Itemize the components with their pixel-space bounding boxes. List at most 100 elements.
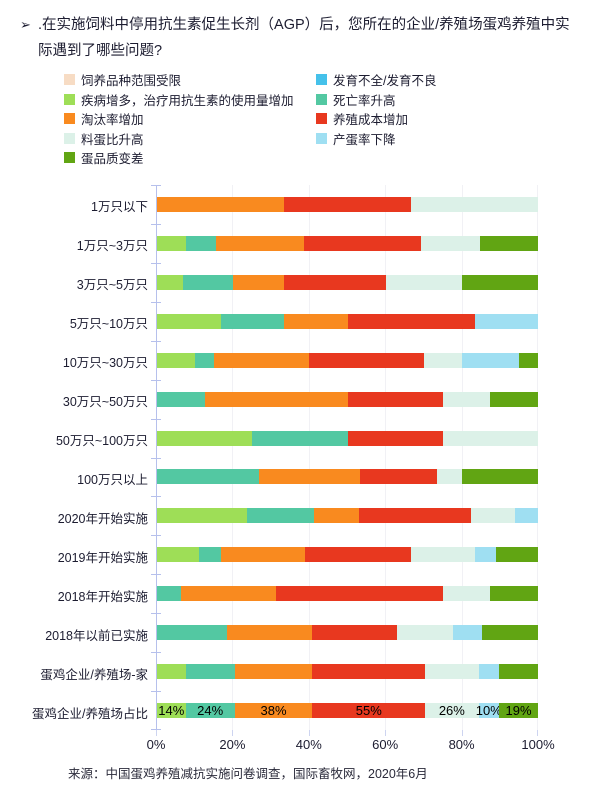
legend: 饲养品种范围受限 疾病增多，治疗用抗生素的使用量增加淘汰率增加料蛋比升高 蛋品质变差… xyxy=(64,70,436,168)
bar-segment-darkgreen xyxy=(461,274,538,290)
segment-value-label: 24% xyxy=(197,703,224,719)
legend-column-left: 饲养品种范围受限 疾病增多，治疗用抗生素的使用量增加淘汰率增加料蛋比升高 蛋品质变差 xyxy=(64,70,316,168)
bar-segment-red xyxy=(283,196,411,212)
segment-value-label: 14% xyxy=(158,703,185,719)
bar-segment-orange xyxy=(227,625,313,641)
legend-item-left-3: 料蛋比升高 xyxy=(64,129,316,149)
bar-segment-darkgreen xyxy=(490,586,538,602)
bar-segment-teal xyxy=(246,508,314,524)
y-axis-tick xyxy=(151,652,161,654)
bar-segment-red xyxy=(312,625,397,641)
y-axis-tick xyxy=(151,340,161,342)
y-axis-tick xyxy=(151,496,161,498)
bar-segment-lightblue: 10% xyxy=(475,703,502,719)
gridline xyxy=(385,185,387,730)
legend-swatch-icon xyxy=(64,152,75,164)
bar-segment-teal xyxy=(182,274,234,290)
bar-segment-teal xyxy=(157,586,181,602)
bar-segment-darkgreen xyxy=(481,625,538,641)
legend-item-label: 发育不全/发育不良 xyxy=(333,74,437,89)
bar-segment-red xyxy=(283,274,386,290)
bar-segment-palegreen: 26% xyxy=(425,703,479,719)
segment-value-label: 10% xyxy=(475,703,502,719)
x-axis-tick xyxy=(308,730,310,736)
chart-title-text: .在实施饲料中停用抗生素促生长剂（AGP）后，您所在的企业/养殖场蛋鸡养殖中实际… xyxy=(38,17,570,59)
bar-row xyxy=(157,352,538,368)
y-axis-tick xyxy=(151,262,161,264)
category-label: 2018年开始实施 xyxy=(57,589,148,604)
bar-segment-orange xyxy=(181,586,277,602)
segment-value-label: 19% xyxy=(505,703,532,719)
bar-segment-darkgreen: 19% xyxy=(499,703,538,719)
x-axis-tick xyxy=(156,730,157,736)
bar-segment-orange xyxy=(220,547,306,563)
gridline xyxy=(308,185,310,730)
gridline xyxy=(461,185,463,730)
x-axis-tick xyxy=(461,730,463,736)
bar-segment-palegreen xyxy=(421,235,480,251)
legend-item-left-4: 蛋品质变差 xyxy=(64,148,316,168)
x-axis-label: 80% xyxy=(448,737,475,752)
bar-segment-red xyxy=(360,469,437,485)
gridline xyxy=(232,185,234,730)
bar-segment-teal xyxy=(199,547,221,563)
bar-segment-palegreen xyxy=(436,469,462,485)
bar-segment-palegreen xyxy=(442,430,538,446)
bar-segment-orange xyxy=(284,313,348,329)
bar-segment-orange xyxy=(234,664,313,680)
legend-item-left-1: 疾病增多，治疗用抗生素的使用量增加 xyxy=(64,90,316,110)
bar-segment-palegreen xyxy=(470,508,516,524)
legend-item-left-0: 饲养品种范围受限 xyxy=(64,70,316,90)
category-label: 30万只~50万只 xyxy=(62,395,148,410)
source-text: 来源：中国蛋鸡养殖减抗实施问卷调查，国际畜牧网，2020年6月 xyxy=(68,767,428,781)
category-label: 1万只~3万只 xyxy=(76,239,148,254)
legend-item-label: 产蛋率下降 xyxy=(333,132,396,147)
segment-value-label: 55% xyxy=(355,703,382,719)
segment-value-label: 26% xyxy=(438,703,465,719)
legend-column-right: 发育不全/发育不良 死亡率升高 养殖成本增加 产蛋率下降 xyxy=(316,70,436,168)
bar-segment-orange xyxy=(258,469,361,485)
bar-segment-red xyxy=(312,664,426,680)
bar-segment-lightblue xyxy=(461,352,519,368)
legend-item-label: 淘汰率增加 xyxy=(81,113,144,128)
legend-swatch-icon xyxy=(64,93,75,105)
y-axis-tick xyxy=(151,379,161,381)
bar-segment-darkgreen xyxy=(495,547,538,563)
x-axis-tick xyxy=(537,730,538,736)
bar-segment-red xyxy=(358,508,471,524)
y-axis-tick xyxy=(151,535,161,537)
bar-row xyxy=(157,586,538,602)
y-axis-tick xyxy=(151,691,161,693)
bar-segment-darkgreen xyxy=(479,235,538,251)
legend-item-label: 死亡率升高 xyxy=(333,93,396,108)
x-axis-label: 40% xyxy=(295,737,322,752)
bar-segment-orange xyxy=(214,352,310,368)
bar-row xyxy=(157,313,538,329)
bar-segment-yellowgreen: 14% xyxy=(157,703,186,719)
bar-row xyxy=(157,235,538,251)
bar-row: 14% 24% 38% 55% 26% 10% 19% xyxy=(157,703,538,719)
bar-segment-palegreen xyxy=(385,274,462,290)
bar-row xyxy=(157,625,538,641)
category-label: 3万只~5万只 xyxy=(76,278,148,293)
stacked-bar-chart: 14% 24% 38% 55% 26% 10% 19% xyxy=(151,185,538,736)
legend-swatch-icon xyxy=(64,74,75,86)
gridline xyxy=(537,185,538,730)
x-axis-tick-labels: 0% 20% 40% 60% 80% 100% xyxy=(147,737,555,757)
bar-segment-darkgreen xyxy=(518,352,538,368)
bar-segment-teal: 24% xyxy=(185,703,235,719)
bar-segment-orange xyxy=(157,196,284,212)
bar-segment-teal xyxy=(157,391,205,407)
bar-segment-lightblue xyxy=(474,547,496,563)
bar-row xyxy=(157,274,538,290)
category-label: 2019年开始实施 xyxy=(57,550,148,565)
bar-segment-darkgreen xyxy=(461,469,538,485)
legend-swatch-icon xyxy=(316,113,327,125)
legend-swatch-icon xyxy=(316,132,327,144)
y-axis-tick xyxy=(151,613,161,615)
category-label: 蛋鸡企业/养殖场-家 xyxy=(40,667,148,682)
bar-segment-darkgreen xyxy=(499,664,538,680)
legend-item-label: 料蛋比升高 xyxy=(81,132,144,147)
bar-segment-yellowgreen xyxy=(157,664,186,680)
bar-segment-lightblue xyxy=(453,625,482,641)
